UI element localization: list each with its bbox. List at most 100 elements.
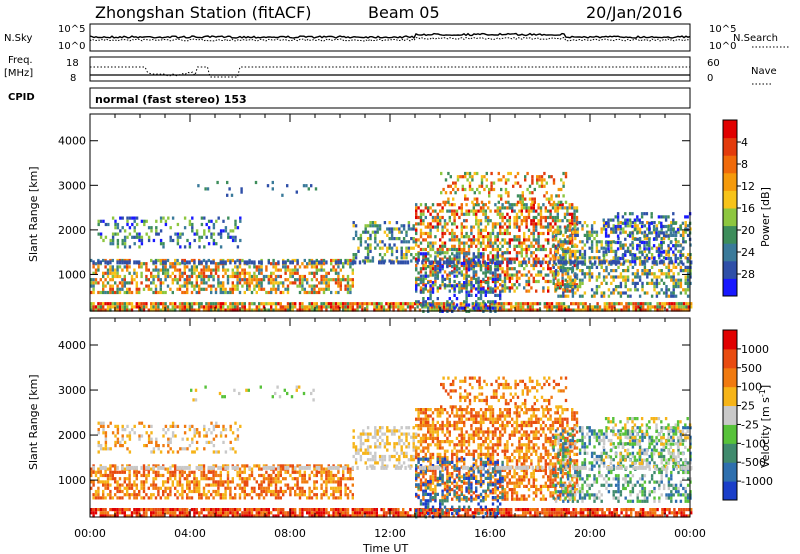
power-cell — [405, 230, 408, 234]
power-cell — [164, 222, 168, 227]
power-cell — [219, 245, 223, 249]
power-cell — [523, 286, 526, 290]
power-cell — [97, 290, 100, 295]
power-cell — [200, 216, 204, 220]
power-cell — [352, 256, 355, 260]
power-cell — [575, 209, 579, 213]
power-cell — [296, 271, 299, 275]
power-cell — [434, 276, 437, 280]
power-cell — [684, 221, 687, 225]
power-band-cell — [594, 260, 597, 265]
power-cell — [97, 281, 100, 285]
power-cell — [490, 171, 493, 176]
power-cell — [636, 237, 639, 241]
velocity-cell — [123, 470, 126, 474]
velocity-cell — [109, 467, 112, 471]
power-cell — [164, 274, 167, 279]
power-cell — [562, 181, 565, 185]
power-cell — [410, 227, 413, 231]
power-cell — [387, 305, 390, 309]
power-cell — [346, 290, 350, 295]
velocity-cell — [166, 493, 170, 497]
power-cell — [166, 308, 170, 312]
power-cell — [564, 272, 567, 276]
power-cell — [155, 229, 158, 233]
power-cell — [231, 305, 234, 309]
power-cell — [629, 243, 632, 247]
velocity-cell — [114, 511, 117, 515]
power-cell — [573, 209, 576, 213]
power-cell — [678, 305, 681, 309]
power-cell — [660, 250, 663, 254]
power-cell — [200, 222, 204, 227]
power-cell — [294, 302, 297, 306]
power-cell — [460, 273, 463, 277]
power-band-cell — [534, 260, 537, 265]
power-cell — [303, 308, 306, 312]
power-cell — [571, 244, 574, 248]
power-cell — [446, 228, 449, 232]
power-cell — [258, 302, 261, 306]
power-cell — [525, 238, 528, 242]
velocity-cell — [267, 514, 270, 518]
power-cell — [212, 274, 215, 279]
power-cell — [564, 171, 568, 176]
power-cell — [650, 294, 654, 298]
power-cell — [593, 221, 596, 225]
power-cell — [444, 191, 448, 195]
power-band-cell — [498, 260, 501, 265]
power-cell — [672, 233, 675, 237]
power-cell — [537, 257, 540, 261]
power-cell — [622, 230, 625, 234]
power-cell — [291, 271, 294, 275]
power-cell — [390, 233, 394, 237]
velocity-cell — [421, 511, 424, 515]
power-cell — [686, 281, 690, 285]
power-cell — [445, 305, 448, 309]
power-cell — [243, 268, 246, 272]
power-cell — [595, 265, 599, 269]
power-cell — [501, 252, 504, 256]
velocity-cell — [608, 514, 611, 518]
velocity-cell — [135, 496, 138, 500]
power-cell — [564, 200, 568, 204]
power-cell — [227, 235, 230, 239]
power-cell — [525, 203, 528, 207]
power-cell — [200, 274, 203, 279]
power-cell — [583, 249, 587, 253]
power-cell — [214, 262, 218, 266]
velocity-cell — [680, 514, 683, 518]
velocity-cell — [433, 511, 436, 515]
noise-tick-left-top: 10^5 — [58, 24, 85, 35]
power-cell — [454, 181, 457, 185]
velocity-cell — [661, 508, 664, 512]
power-cell — [279, 274, 282, 279]
power-cell — [419, 215, 423, 220]
power-cell — [207, 274, 210, 279]
power-cell — [627, 302, 630, 306]
velocity-cell — [99, 470, 102, 474]
power-cell — [518, 244, 521, 248]
power-cell — [650, 281, 654, 285]
power-cell — [392, 308, 395, 312]
power-cell — [461, 187, 464, 192]
power-cell — [157, 268, 160, 272]
power-cell — [527, 257, 531, 261]
velocity-cell — [171, 480, 174, 484]
power-cell — [535, 228, 538, 232]
power-cell — [210, 284, 213, 288]
power-cell — [643, 262, 647, 266]
velocity-cell — [174, 511, 177, 515]
velocity-cell — [466, 511, 470, 515]
nsearch-trace — [89, 36, 691, 42]
power-cell — [145, 278, 148, 282]
power-cell — [207, 226, 211, 230]
velocity-cell — [104, 514, 107, 518]
power-cell — [582, 305, 585, 309]
power-cell — [330, 258, 333, 263]
velocity-cell — [601, 514, 604, 518]
power-cell — [193, 287, 196, 291]
power-cell — [568, 247, 571, 252]
velocity-cell — [224, 511, 227, 515]
